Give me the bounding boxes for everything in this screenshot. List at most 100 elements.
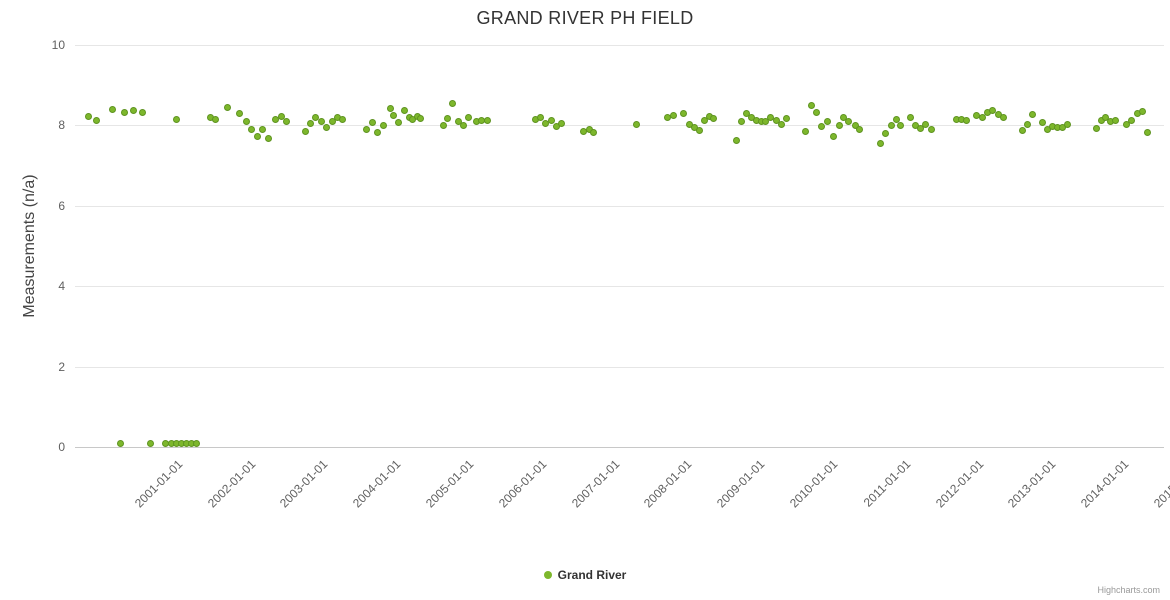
data-point[interactable] [547, 117, 555, 125]
data-point[interactable] [1092, 125, 1100, 133]
data-point[interactable] [808, 101, 816, 109]
data-point[interactable] [896, 121, 904, 129]
data-point[interactable] [312, 113, 320, 121]
data-point[interactable] [669, 112, 677, 120]
data-point[interactable] [1023, 121, 1031, 129]
data-point[interactable] [254, 132, 262, 140]
data-point[interactable] [762, 117, 770, 125]
data-point[interactable] [963, 117, 971, 125]
data-point[interactable] [323, 123, 331, 131]
data-point[interactable] [130, 107, 138, 115]
data-point[interactable] [224, 103, 232, 111]
data-point[interactable] [680, 109, 688, 117]
data-point[interactable] [193, 440, 201, 448]
data-point[interactable] [484, 117, 492, 125]
data-point[interactable] [339, 115, 347, 123]
data-point[interactable] [818, 123, 826, 131]
data-point[interactable] [845, 117, 853, 125]
data-point[interactable] [738, 117, 746, 125]
data-point[interactable] [989, 106, 997, 114]
data-point[interactable] [632, 120, 640, 128]
data-point[interactable] [380, 121, 388, 129]
data-point[interactable] [395, 118, 403, 126]
data-point[interactable] [1143, 129, 1151, 137]
data-point[interactable] [733, 137, 741, 145]
data-point[interactable] [802, 127, 810, 135]
data-point[interactable] [373, 129, 381, 137]
data-point[interactable] [139, 108, 147, 116]
data-point[interactable] [537, 113, 545, 121]
data-point[interactable] [172, 115, 180, 123]
data-point[interactable] [835, 121, 843, 129]
data-point[interactable] [1064, 121, 1072, 129]
data-point[interactable] [277, 113, 285, 121]
data-point[interactable] [236, 109, 243, 117]
data-point[interactable] [417, 114, 425, 122]
gridline [75, 45, 1164, 46]
data-point[interactable] [108, 105, 116, 113]
data-point[interactable] [892, 115, 900, 123]
data-point[interactable] [772, 117, 780, 125]
data-point[interactable] [589, 128, 597, 136]
data-point[interactable] [465, 113, 473, 121]
data-point[interactable] [211, 115, 219, 123]
data-point[interactable] [824, 117, 832, 125]
data-point[interactable] [1038, 118, 1046, 126]
data-point[interactable] [439, 121, 447, 129]
data-point[interactable] [696, 126, 704, 134]
data-point[interactable] [329, 117, 337, 125]
data-point[interactable] [455, 117, 463, 125]
data-point[interactable] [876, 139, 884, 147]
data-point[interactable] [856, 125, 864, 133]
data-point[interactable] [1102, 113, 1110, 121]
data-point[interactable] [116, 440, 124, 448]
data-point[interactable] [121, 109, 128, 117]
data-point[interactable] [701, 117, 709, 125]
data-point[interactable] [390, 111, 398, 119]
data-point[interactable] [368, 118, 376, 126]
data-point[interactable] [922, 121, 930, 129]
data-point[interactable] [777, 121, 785, 129]
data-point[interactable] [1112, 117, 1120, 125]
data-point[interactable] [1018, 127, 1026, 135]
data-point[interactable] [265, 134, 273, 142]
data-point[interactable] [84, 113, 92, 121]
data-point[interactable] [307, 119, 315, 127]
data-point[interactable] [709, 114, 717, 122]
data-point[interactable] [927, 125, 935, 133]
data-point[interactable] [887, 121, 895, 129]
data-point[interactable] [907, 113, 915, 121]
data-point[interactable] [449, 99, 457, 107]
data-point[interactable] [259, 125, 267, 133]
data-point[interactable] [782, 114, 790, 122]
data-point[interactable] [558, 119, 566, 127]
data-point[interactable] [248, 125, 256, 133]
data-point[interactable] [243, 117, 251, 125]
data-point[interactable] [840, 113, 848, 121]
data-point[interactable] [1122, 121, 1130, 129]
data-point[interactable] [979, 113, 987, 121]
legend-item-grand-river[interactable]: Grand River [0, 568, 1170, 582]
data-point[interactable] [93, 117, 101, 125]
data-point[interactable] [318, 117, 326, 125]
data-point[interactable] [1138, 107, 1146, 115]
data-point[interactable] [386, 105, 394, 113]
data-point[interactable] [917, 125, 925, 133]
data-point[interactable] [1000, 113, 1008, 121]
data-point[interactable] [1127, 117, 1135, 125]
data-point[interactable] [743, 109, 751, 117]
data-point[interactable] [444, 114, 452, 122]
data-point[interactable] [283, 117, 291, 125]
data-point[interactable] [460, 121, 468, 129]
data-point[interactable] [1029, 111, 1037, 119]
data-point[interactable] [882, 129, 890, 137]
data-point[interactable] [301, 127, 309, 135]
data-point[interactable] [972, 111, 980, 119]
credits-link[interactable]: Highcharts.com [1097, 585, 1160, 595]
data-point[interactable] [147, 440, 155, 448]
data-point[interactable] [830, 133, 837, 141]
data-point[interactable] [813, 108, 821, 116]
data-point[interactable] [363, 125, 371, 133]
data-point[interactable] [400, 107, 408, 115]
data-point[interactable] [851, 121, 859, 129]
